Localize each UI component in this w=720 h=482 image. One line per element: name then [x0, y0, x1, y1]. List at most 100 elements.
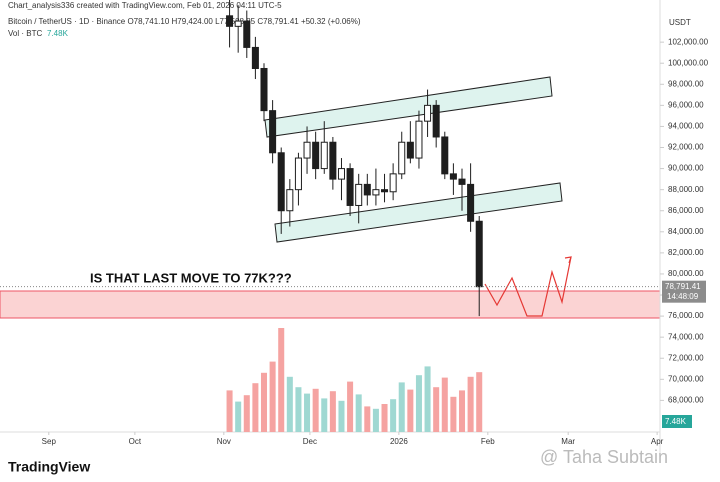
- volume-bar: [458, 390, 466, 432]
- volume-bar: [304, 393, 311, 432]
- volume-bar: [476, 372, 483, 432]
- projection-path: [484, 256, 572, 317]
- candle-body: [406, 141, 414, 159]
- volume-bar: [321, 398, 328, 432]
- candle-body: [424, 104, 432, 122]
- y-tick-label: 94,000.00: [668, 122, 704, 131]
- candle-body: [226, 15, 234, 27]
- y-tick-label: 76,000.00: [668, 311, 704, 320]
- candle-body: [449, 173, 457, 180]
- volume-bar: [415, 375, 422, 432]
- candle-body: [355, 183, 363, 206]
- last-price-label: 78,791.41: [665, 282, 701, 291]
- x-tick-label: Apr: [651, 437, 664, 446]
- x-tick-label: Feb: [481, 437, 495, 446]
- y-tick-label: 92,000.00: [668, 143, 704, 152]
- candle-body: [251, 46, 259, 69]
- candle-body: [320, 141, 328, 170]
- volume-bar: [372, 408, 379, 432]
- y-tick-label: 96,000.00: [668, 100, 704, 109]
- candle-body: [441, 136, 449, 175]
- watermark: @ Taha Subtain: [540, 447, 668, 467]
- y-tick-label: 82,000.00: [668, 248, 704, 257]
- volume-bar: [407, 389, 414, 432]
- symbol-legend: Bitcoin / TetherUS · 1D · Binance O78,74…: [8, 17, 361, 26]
- x-tick-label: Mar: [561, 437, 575, 446]
- candle-body: [389, 173, 397, 193]
- candle-body: [294, 157, 302, 191]
- candle-body: [303, 141, 311, 159]
- candle-body: [346, 168, 354, 206]
- volume-bar: [260, 372, 268, 432]
- volume-bar: [441, 377, 448, 432]
- volume-bar: [355, 394, 362, 432]
- y-tick-label: 90,000.00: [668, 164, 704, 173]
- lower-channel: [274, 182, 563, 243]
- last-volume-label: 7.48K: [665, 417, 687, 426]
- volume-bar: [295, 387, 302, 432]
- candle-body: [415, 120, 423, 159]
- volume-bar: [278, 328, 285, 432]
- candle-body: [337, 168, 345, 180]
- candle-body: [277, 152, 285, 212]
- y-tick-label: 84,000.00: [668, 227, 704, 236]
- countdown: 14:48:09: [667, 292, 699, 301]
- y-tick-label: 98,000.00: [668, 79, 704, 88]
- candle-body: [432, 104, 440, 138]
- projection-arrow: [564, 256, 572, 264]
- volume-bar: [467, 376, 474, 432]
- candle-body: [260, 67, 268, 112]
- volume-bar: [338, 400, 345, 432]
- y-tick-label: 80,000.00: [668, 269, 704, 278]
- volume-bar: [381, 404, 388, 432]
- annotation: IS THAT LAST MOVE TO 77K???: [90, 270, 292, 285]
- candle-body: [398, 141, 406, 175]
- y-tick-label: 88,000.00: [668, 185, 704, 194]
- volume-bar: [398, 382, 405, 432]
- y-tick-label: 74,000.00: [668, 332, 704, 341]
- volume-bar: [235, 401, 242, 432]
- candle-body: [312, 141, 320, 170]
- volume-bar: [424, 366, 431, 432]
- volume-bar: [433, 387, 440, 432]
- y-tick-label: 100,000.00: [668, 58, 709, 67]
- target-zone: [0, 290, 661, 319]
- candle-body: [243, 20, 251, 48]
- volume-bar: [243, 395, 250, 432]
- volume-bar: [390, 399, 397, 432]
- volume-bar: [252, 383, 259, 432]
- candle-body: [363, 183, 371, 196]
- volume-bar: [329, 391, 336, 432]
- volume-bar: [269, 361, 276, 432]
- last-price-tag: [662, 280, 706, 303]
- x-tick-label: 2026: [390, 437, 408, 446]
- volume-bar: [286, 376, 293, 432]
- volume-bar: [312, 388, 319, 432]
- candle-body: [329, 141, 337, 180]
- brand: TradingView: [8, 459, 90, 475]
- x-tick-label: Sep: [42, 437, 57, 446]
- currency: USDT: [669, 18, 691, 27]
- volume-bar: [364, 406, 371, 432]
- candle-body: [381, 189, 389, 193]
- candle-body: [467, 183, 475, 222]
- y-tick-label: 102,000.00: [668, 37, 709, 46]
- volume-legend: Vol · BTC: [8, 29, 42, 38]
- candle-body: [372, 189, 380, 196]
- x-tick-label: Oct: [129, 437, 142, 446]
- volume-bar: [226, 390, 233, 432]
- volume-bar: [347, 381, 354, 432]
- candle-body: [475, 220, 483, 288]
- y-tick-label: 68,000.00: [668, 395, 704, 404]
- candle-body: [458, 178, 466, 185]
- y-tick-label: 70,000.00: [668, 374, 704, 383]
- volume-bar: [450, 396, 457, 432]
- upper-channel: [264, 76, 553, 138]
- y-tick-label: 86,000.00: [668, 206, 704, 215]
- volume-legend-value: 7.48K: [47, 29, 69, 38]
- candle-body: [234, 20, 242, 27]
- x-tick-label: Dec: [303, 437, 317, 446]
- attribution: Chart_analysis336 created with TradingVi…: [8, 1, 282, 10]
